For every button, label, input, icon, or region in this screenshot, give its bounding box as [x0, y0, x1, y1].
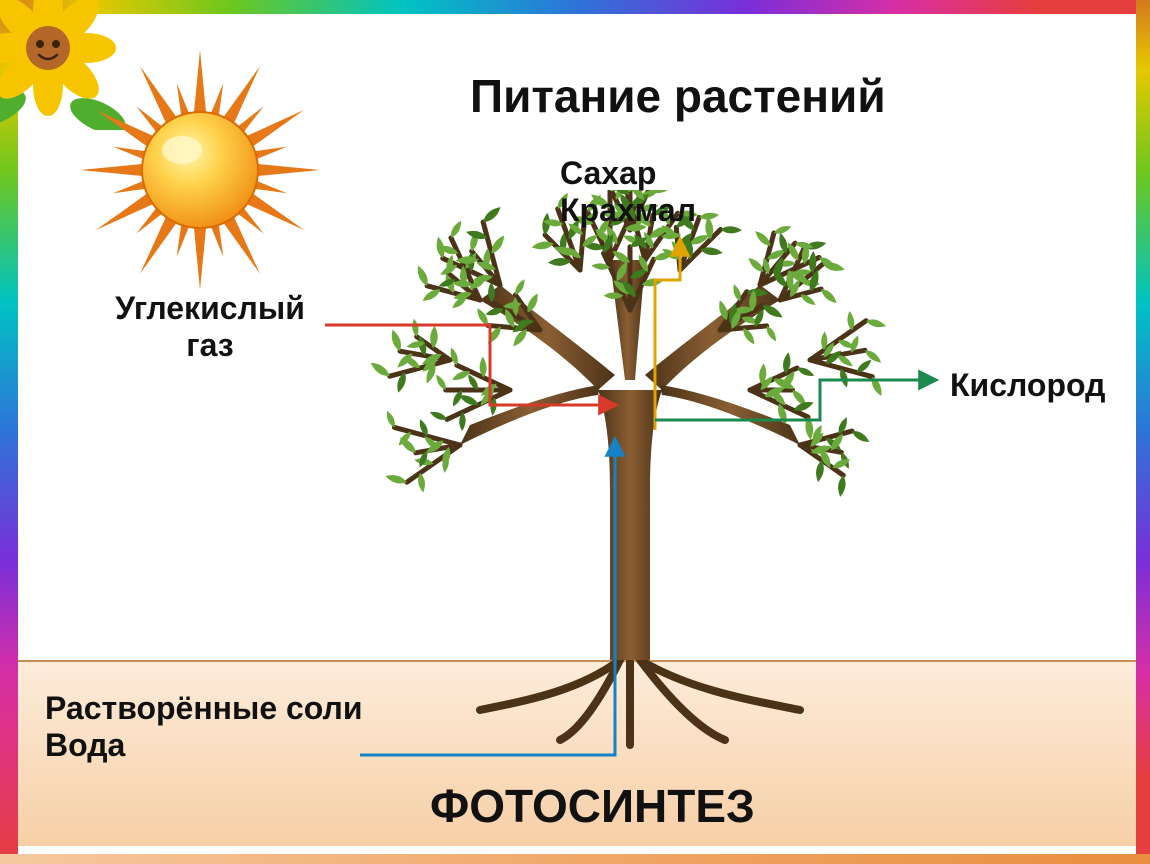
- frame-top: [0, 0, 1150, 14]
- label-o2: Кислород: [950, 367, 1105, 404]
- tree-icon: [330, 190, 950, 750]
- frame-bottom: [0, 854, 1150, 864]
- slide-stage: Питание растений Сахар Крахмал Углекислы…: [0, 0, 1150, 864]
- label-photosynthesis: ФОТОСИНТЕЗ: [430, 780, 755, 833]
- label-starch: Крахмал: [560, 192, 696, 229]
- label-sugar: Сахар: [560, 155, 656, 192]
- sun-icon: [50, 30, 350, 330]
- title: Питание растений: [470, 70, 886, 123]
- label-salts: Растворённые соли: [45, 690, 363, 727]
- frame-right: [1136, 0, 1150, 864]
- label-water: Вода: [45, 727, 125, 764]
- label-co2-line2: газ: [90, 327, 330, 364]
- label-co2-line1: Углекислый: [90, 290, 330, 327]
